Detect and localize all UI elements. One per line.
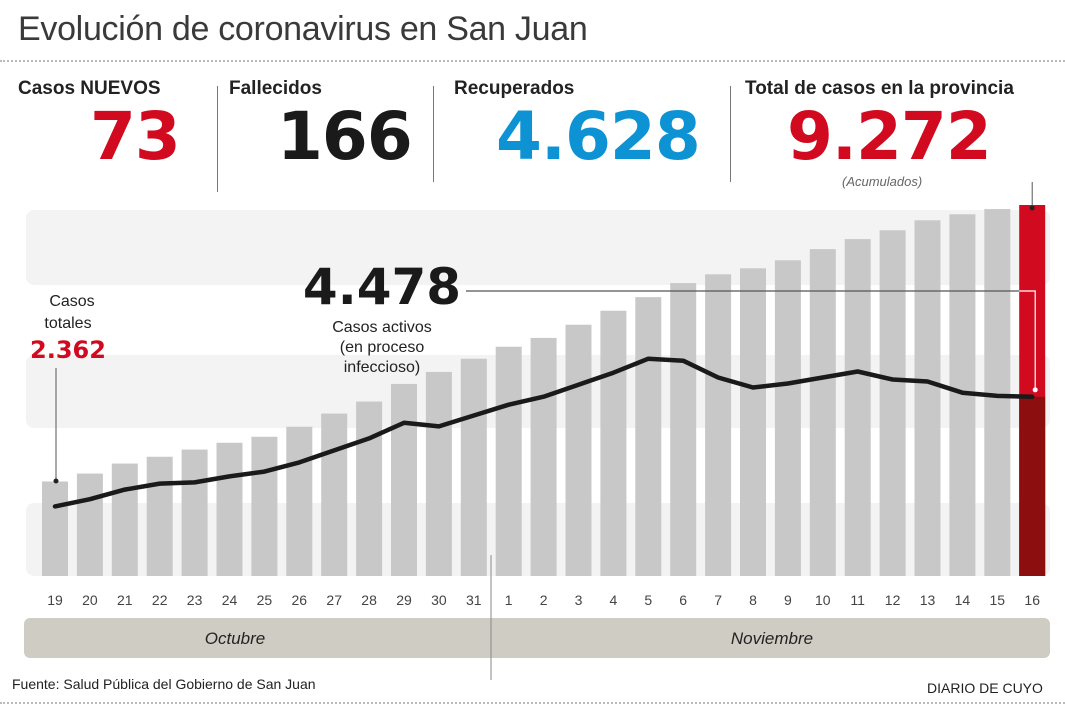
x-tick-label: 25 — [257, 592, 273, 608]
total-cases-bar — [740, 268, 766, 576]
stat-separator — [217, 86, 218, 192]
total-cases-bar — [286, 426, 313, 576]
active-highlight-dot — [1032, 387, 1038, 393]
total-cases-bar — [495, 346, 522, 576]
active-annotation-label: Casos activos — [332, 319, 432, 336]
stat-new-cases-label: Casos NUEVOS — [18, 78, 161, 99]
total-cases-bar — [530, 337, 557, 576]
source-note: Fuente: Salud Pública del Gobierno de Sa… — [12, 676, 316, 692]
stat-deaths-label: Fallecidos — [229, 78, 322, 99]
stat-deaths: Fallecidos 166 — [229, 78, 413, 175]
total-cases-bar — [181, 449, 208, 576]
x-tick-label: 22 — [152, 592, 168, 608]
x-tick-label: 28 — [361, 592, 377, 608]
x-tick-label: 30 — [431, 592, 447, 608]
total-cases-bar — [670, 283, 697, 576]
active-highlight-connector — [1019, 290, 1036, 390]
month-band — [24, 618, 1050, 658]
total-cases-bar — [146, 456, 173, 576]
stat-separator — [433, 86, 434, 182]
x-tick-label: 3 — [575, 592, 583, 608]
bottom-divider — [0, 702, 1065, 704]
total-cases-bar — [76, 473, 103, 576]
x-tick-label: 1 — [505, 592, 513, 608]
x-tick-label: 14 — [955, 592, 971, 608]
stat-new-cases-value: 73 — [90, 98, 181, 175]
total-cases-bar — [565, 324, 592, 576]
total-cases-bar — [774, 260, 801, 576]
x-tick-label: 29 — [396, 592, 412, 608]
stat-total-label: Total de casos en la provincia — [745, 78, 1014, 99]
total-cases-bar — [879, 230, 906, 576]
start-annotation-label: totales — [44, 315, 91, 332]
total-cases-bar — [356, 401, 383, 576]
total-cases-bar — [425, 371, 452, 576]
stat-new-cases: Casos NUEVOS 73 — [18, 78, 181, 175]
x-tick-label: 19 — [47, 592, 63, 608]
month-label-octubre: Octubre — [205, 629, 265, 648]
x-tick-label: 16 — [1024, 592, 1040, 608]
stat-separator — [730, 86, 731, 182]
total-cases-bar — [600, 310, 627, 576]
x-tick-label: 20 — [82, 592, 98, 608]
month-label-noviembre: Noviembre — [731, 629, 813, 648]
active-cases-line — [52, 356, 1035, 509]
stat-recovered-value: 4.628 — [496, 98, 701, 175]
x-tick-label: 26 — [292, 592, 308, 608]
x-tick-label: 21 — [117, 592, 133, 608]
start-annotation-dot — [53, 478, 59, 484]
x-tick-label: 4 — [610, 592, 618, 608]
highlight-active-bar — [1019, 396, 1046, 576]
total-cases-bar — [635, 297, 662, 576]
total-cases-bar — [844, 239, 871, 576]
stat-total: Total de casos en la provincia 9.272 — [745, 78, 1014, 170]
x-tick-label: 31 — [466, 592, 482, 608]
x-tick-label: 11 — [850, 592, 865, 608]
x-tick-label: 8 — [749, 592, 757, 608]
x-tick-label: 5 — [644, 592, 652, 608]
x-tick-label: 7 — [714, 592, 722, 608]
start-annotation-label: Casos — [49, 293, 94, 310]
x-tick-label: 12 — [885, 592, 901, 608]
total-cases-bar — [460, 358, 487, 576]
x-tick-label: 2 — [540, 592, 548, 608]
total-cases-bar — [111, 463, 138, 576]
total-annotation-dot — [1029, 205, 1035, 211]
x-tick-label: 23 — [187, 592, 203, 608]
start-annotation-value: 2.362 — [30, 336, 106, 364]
total-cases-bar — [42, 481, 68, 576]
x-tick-label: 15 — [990, 592, 1006, 608]
total-cases-bar — [251, 436, 278, 576]
total-cases-bar — [984, 209, 1011, 577]
stat-total-note: (Acumulados) — [842, 174, 923, 189]
top-divider — [0, 60, 1065, 62]
stat-recovered: Recuperados 4.628 — [454, 78, 701, 175]
total-cases-bar — [705, 274, 732, 576]
x-tick-label: 9 — [784, 592, 792, 608]
total-cases-bar — [809, 249, 836, 576]
x-tick-label: 24 — [222, 592, 238, 608]
stat-deaths-value: 166 — [277, 98, 413, 175]
stat-total-value: 9.272 — [787, 98, 992, 175]
brand-label: DIARIO DE CUYO — [927, 680, 1043, 696]
x-tick-label: 27 — [326, 592, 342, 608]
total-cases-bar — [914, 220, 941, 576]
chart-title: Evolución de coronavirus en San Juan — [18, 10, 588, 48]
x-tick-label: 10 — [815, 592, 831, 608]
total-cases-bar — [321, 413, 348, 576]
stat-recovered-label: Recuperados — [454, 78, 575, 99]
x-tick-label: 13 — [920, 592, 936, 608]
active-annotation-label: (en proceso — [340, 339, 425, 356]
total-cases-bar — [216, 442, 243, 576]
x-tick-label: 6 — [679, 592, 687, 608]
active-annotation-value: 4.478 — [303, 258, 461, 316]
active-annotation-label: infeccioso) — [344, 359, 420, 376]
total-cases-bar — [391, 383, 417, 576]
